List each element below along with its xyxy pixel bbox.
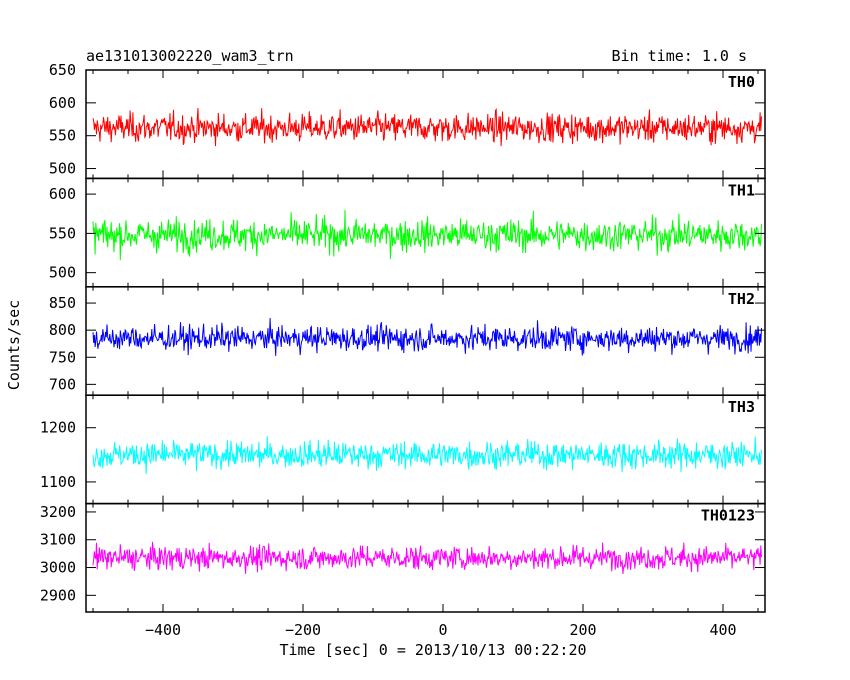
panel-th3: 1100 1200 TH3 bbox=[40, 394, 766, 505]
y-tick-label: 850 bbox=[49, 294, 76, 312]
y-tick-label: 800 bbox=[49, 321, 76, 339]
chart-title: ae131013002220_wam3_trn bbox=[86, 47, 294, 65]
y-tick-label: 1100 bbox=[40, 473, 76, 491]
panel-label: TH2 bbox=[728, 290, 755, 308]
y-tick-label: 550 bbox=[49, 127, 76, 145]
y-tick-label: 600 bbox=[49, 94, 76, 112]
y-tick-label: 500 bbox=[49, 160, 76, 178]
panels-group: 500 550 600 650 TH0 500 550 600 TH1 700 750 800 850 T… bbox=[40, 61, 766, 613]
x-tick-labels: −400 −200 0 200 400 bbox=[145, 621, 737, 639]
y-tick-label: 3000 bbox=[40, 559, 76, 577]
x-tick-label: 400 bbox=[709, 621, 736, 639]
panel-label: TH0123 bbox=[701, 507, 755, 525]
bin-time-label: Bin time: 1.0 s bbox=[612, 47, 747, 65]
x-axis-label: Time [sec] 0 = 2013/10/13 00:22:20 bbox=[279, 641, 586, 659]
panel-th0123: 2900 3000 3100 3200 TH0123 bbox=[40, 502, 766, 613]
panel-th2: 700 750 800 850 TH2 bbox=[49, 286, 766, 396]
x-tick-label: 200 bbox=[569, 621, 596, 639]
panel-label: TH1 bbox=[728, 181, 755, 199]
panel-label: TH0 bbox=[728, 73, 755, 91]
y-tick-label: 550 bbox=[49, 224, 76, 242]
series-line-th0 bbox=[92, 107, 762, 147]
y-tick-label: 500 bbox=[49, 264, 76, 282]
panel-label: TH3 bbox=[728, 398, 755, 416]
panel-th1: 500 550 600 TH1 bbox=[49, 177, 766, 288]
series-line-th1 bbox=[92, 209, 762, 261]
y-tick-label: 2900 bbox=[40, 586, 76, 604]
y-tick-label: 3200 bbox=[40, 503, 76, 521]
series-line-th3 bbox=[92, 436, 762, 474]
y-axis-label: Counts/sec bbox=[5, 300, 23, 390]
y-tick-label: 3100 bbox=[40, 531, 76, 549]
y-tick-label: 750 bbox=[49, 348, 76, 366]
x-tick-label: 0 bbox=[438, 621, 447, 639]
y-tick-label: 600 bbox=[49, 185, 76, 203]
series-line-th2 bbox=[92, 317, 762, 356]
y-tick-label: 1200 bbox=[40, 419, 76, 437]
panel-frame bbox=[85, 502, 766, 613]
y-tick-label: 650 bbox=[49, 61, 76, 79]
series-line-th0123 bbox=[92, 541, 762, 575]
panel-th0: 500 550 600 650 TH0 bbox=[49, 61, 766, 180]
x-tick-label: −400 bbox=[145, 621, 181, 639]
y-tick-label: 700 bbox=[49, 375, 76, 393]
x-tick-label: −200 bbox=[285, 621, 321, 639]
